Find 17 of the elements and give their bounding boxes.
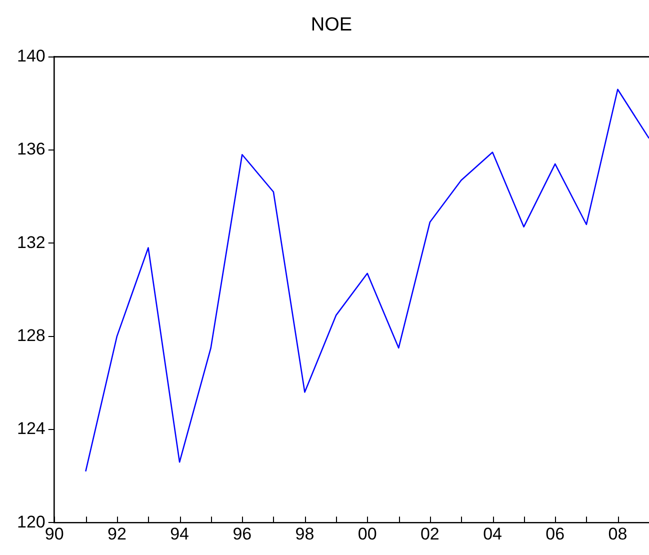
y-tick-label: 140 — [16, 46, 46, 66]
chart-title: NOE — [310, 14, 352, 36]
y-tick-label: 128 — [16, 326, 46, 345]
x-tick-label: 02 — [420, 524, 440, 544]
y-tick-label: 136 — [16, 140, 46, 159]
x-tick-label: 08 — [608, 524, 628, 544]
y-tick-label: 132 — [16, 232, 46, 252]
y-tick-label: 120 — [16, 512, 46, 532]
x-tick-label: 94 — [170, 524, 190, 544]
x-tick-label: 90 — [44, 524, 64, 544]
x-tick-label: 96 — [232, 524, 252, 544]
x-tick-label: 92 — [107, 524, 126, 544]
y-tick-label: 124 — [16, 419, 46, 438]
x-tick-label: 06 — [546, 524, 565, 544]
x-tick-label: 00 — [358, 524, 377, 544]
x-tick-label: 04 — [483, 524, 502, 544]
x-tick-label: 98 — [295, 524, 314, 544]
